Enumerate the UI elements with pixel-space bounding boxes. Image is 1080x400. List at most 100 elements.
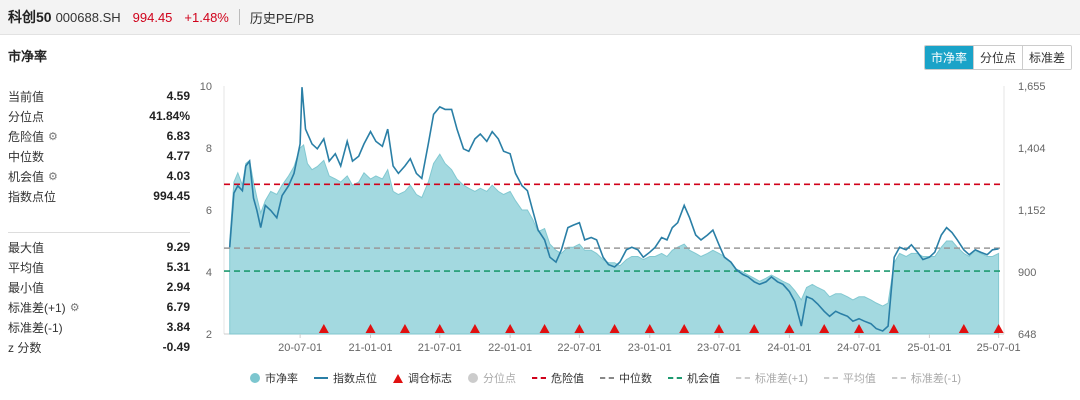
x-tick-label: 22-01-01 (488, 342, 532, 354)
legend-label: 标准差(+1) (755, 373, 808, 385)
y-right-tick-label: 1,655 (1018, 81, 1046, 93)
legend-item[interactable]: 分位点 (468, 370, 516, 386)
stat-row-z-score: z 分数 -0.49 (8, 337, 190, 357)
stat-label: 中位数 (8, 149, 45, 164)
x-tick-label: 23-01-01 (628, 342, 672, 354)
stat-label: z 分数 (8, 340, 42, 355)
stats-panel-bottom: 最大值 9.29 平均值 5.31 最小值 2.94 标准差(+1) ⚙ 6.79 标准差… (8, 237, 190, 357)
rebalance-marker (819, 324, 830, 333)
rebalance-marker (434, 324, 445, 333)
legend-item[interactable]: 标准差(+1) (736, 370, 808, 386)
x-tick-label: 24-01-01 (767, 342, 811, 354)
rebalance-marker (679, 324, 690, 333)
header-bar: 科创50 000688.SH 994.45 +1.48% 历史PE/PB (0, 0, 1080, 35)
stat-row-danger: 危险值 ⚙ 6.83 (8, 126, 190, 146)
stat-value: 9.29 (166, 240, 190, 254)
section-title: 市净率 (8, 49, 48, 64)
tab-pb[interactable]: 市净率 (924, 46, 973, 69)
stat-value: 994.45 (153, 189, 190, 203)
rebalance-marker (609, 324, 620, 333)
stat-value: 4.03 (166, 169, 190, 183)
index-change: +1.48% (184, 9, 229, 25)
y-right-tick-label: 1,404 (1018, 143, 1046, 155)
stat-row-opportunity: 机会值 ⚙ 4.03 (8, 166, 190, 186)
stat-label: 标准差(+1) (8, 300, 66, 315)
y-left-tick-label: 10 (200, 81, 212, 93)
stat-label: 最大值 (8, 240, 45, 255)
rebalance-marker (714, 324, 725, 333)
legend-item[interactable]: 调仓标志 (393, 370, 452, 386)
stat-value: 6.79 (166, 300, 190, 314)
legend-item[interactable]: 市净率 (250, 370, 298, 386)
x-tick-label: 23-07-01 (697, 342, 741, 354)
metric-tabs: 市净率 分位点 标准差 (923, 45, 1072, 70)
rebalance-marker (958, 324, 969, 333)
rebalance-marker (574, 324, 585, 333)
stat-value: 4.77 (166, 149, 190, 163)
stat-row-mean: 平均值 5.31 (8, 257, 190, 277)
chart-legend: 市净率 指数点位 调仓标志 分位点 危险值 中位数 机会值 标准差(+1) 平均值 标准差(-1) (250, 370, 977, 386)
gear-icon[interactable]: ⚙ (69, 301, 80, 314)
tab-percentile[interactable]: 分位点 (972, 46, 1022, 69)
legend-item[interactable]: 危险值 (532, 370, 584, 386)
tab-history-pe-pb[interactable]: 历史PE/PB (249, 10, 315, 26)
rebalance-marker (854, 324, 865, 333)
legend-label: 平均值 (842, 373, 876, 385)
stat-row-index-level: 指数点位 994.45 (8, 186, 190, 206)
circle-icon (250, 373, 260, 383)
y-right-tick-label: 1,152 (1018, 205, 1046, 217)
stat-row-min: 最小值 2.94 (8, 277, 190, 297)
y-left-tick-label: 8 (206, 143, 212, 155)
stat-value: 6.83 (166, 129, 190, 143)
legend-item[interactable]: 标准差(-1) (891, 370, 961, 386)
rebalance-marker (365, 324, 376, 333)
legend-label: 市净率 (265, 373, 298, 385)
rebalance-marker (784, 324, 795, 333)
x-tick-label: 21-07-01 (418, 342, 462, 354)
x-tick-label: 25-01-01 (907, 342, 951, 354)
legend-item[interactable]: 平均值 (823, 370, 876, 386)
legend-label: 指数点位 (333, 373, 377, 385)
rebalance-marker (888, 324, 899, 333)
tab-std-dev[interactable]: 标准差 (1021, 46, 1071, 69)
y-left-tick-label: 2 (206, 329, 212, 341)
legend-item[interactable]: 指数点位 (314, 370, 377, 386)
legend-item[interactable]: 中位数 (600, 370, 652, 386)
stat-row-std-plus: 标准差(+1) ⚙ 6.79 (8, 297, 190, 317)
stat-value: 5.31 (166, 260, 190, 274)
gear-icon[interactable]: ⚙ (48, 170, 58, 183)
index-name: 科创50 (8, 9, 52, 25)
stat-label: 最小值 (8, 280, 45, 295)
index-price: 994.45 (132, 9, 173, 25)
rebalance-marker (318, 324, 329, 333)
legend-label: 危险值 (551, 373, 584, 385)
rebalance-marker (539, 324, 550, 333)
dash-icon (823, 377, 838, 379)
stat-label: 危险值 (8, 129, 45, 144)
x-tick-label: 20-07-01 (278, 342, 322, 354)
x-tick-label: 22-07-01 (557, 342, 601, 354)
x-tick-label: 24-07-01 (837, 342, 881, 354)
stat-value: -0.49 (162, 340, 190, 354)
y-left-tick-label: 4 (206, 267, 212, 279)
legend-label: 分位点 (483, 373, 516, 385)
rebalance-marker (993, 324, 1004, 333)
dash-icon (891, 377, 906, 379)
rebalance-marker (505, 324, 516, 333)
dash-icon (532, 377, 546, 379)
stat-row-current: 当前值 4.59 (8, 86, 190, 106)
y-right-tick-label: 900 (1018, 267, 1036, 279)
x-tick-label: 21-01-01 (348, 342, 392, 354)
legend-label: 中位数 (619, 373, 652, 385)
header-divider (238, 9, 240, 25)
dash-icon (736, 377, 750, 379)
rebalance-marker (749, 324, 760, 333)
rebalance-marker (644, 324, 655, 333)
stat-label: 平均值 (8, 260, 45, 275)
gear-icon[interactable]: ⚙ (48, 130, 58, 143)
legend-item[interactable]: 机会值 (668, 370, 720, 386)
stat-label: 分位点 (8, 109, 45, 124)
stat-label: 机会值 (8, 169, 45, 184)
dash-icon (668, 377, 682, 379)
